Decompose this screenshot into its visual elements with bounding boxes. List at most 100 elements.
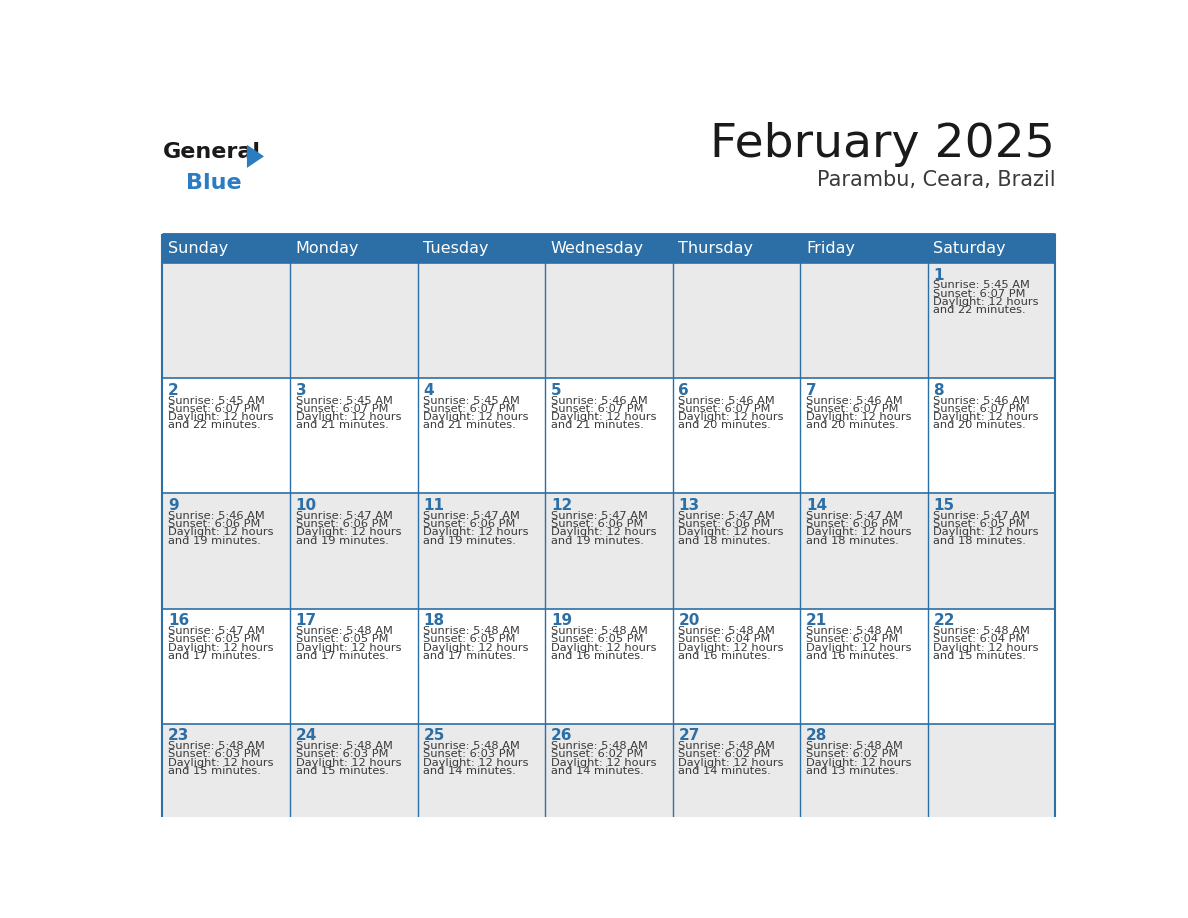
Text: and 18 minutes.: and 18 minutes. <box>934 536 1026 545</box>
Text: 16: 16 <box>169 613 189 628</box>
Bar <box>928 263 1055 378</box>
Text: Sunset: 6:06 PM: Sunset: 6:06 PM <box>296 519 388 529</box>
Text: Daylight: 12 hours: Daylight: 12 hours <box>423 757 529 767</box>
Text: Daylight: 12 hours: Daylight: 12 hours <box>169 412 273 422</box>
Text: Daylight: 12 hours: Daylight: 12 hours <box>934 643 1040 653</box>
Text: Sunset: 6:02 PM: Sunset: 6:02 PM <box>678 749 771 759</box>
Text: and 16 minutes.: and 16 minutes. <box>551 651 644 661</box>
Bar <box>672 723 801 839</box>
Text: Daylight: 12 hours: Daylight: 12 hours <box>805 643 911 653</box>
Text: Daylight: 12 hours: Daylight: 12 hours <box>551 412 656 422</box>
Bar <box>163 723 290 839</box>
Text: and 13 minutes.: and 13 minutes. <box>805 766 899 776</box>
Text: Blue: Blue <box>185 174 241 194</box>
Text: Sunset: 6:04 PM: Sunset: 6:04 PM <box>805 634 898 644</box>
Text: and 21 minutes.: and 21 minutes. <box>423 420 516 431</box>
Text: Daylight: 12 hours: Daylight: 12 hours <box>296 643 402 653</box>
Text: Sunrise: 5:48 AM: Sunrise: 5:48 AM <box>423 741 520 751</box>
Text: Daylight: 12 hours: Daylight: 12 hours <box>169 643 273 653</box>
Text: and 14 minutes.: and 14 minutes. <box>551 766 644 776</box>
Text: and 16 minutes.: and 16 minutes. <box>678 651 771 661</box>
Bar <box>417 723 545 839</box>
Text: Sunrise: 5:48 AM: Sunrise: 5:48 AM <box>551 741 647 751</box>
Bar <box>290 609 417 723</box>
Text: 17: 17 <box>296 613 317 628</box>
Bar <box>801 493 928 609</box>
Text: Wednesday: Wednesday <box>551 241 644 256</box>
Text: Sunrise: 5:48 AM: Sunrise: 5:48 AM <box>934 626 1030 636</box>
Text: 26: 26 <box>551 728 573 744</box>
Text: and 16 minutes.: and 16 minutes. <box>805 651 898 661</box>
Text: and 19 minutes.: and 19 minutes. <box>296 536 388 545</box>
Text: Sunrise: 5:47 AM: Sunrise: 5:47 AM <box>296 510 392 521</box>
Text: 10: 10 <box>296 498 317 513</box>
Text: 4: 4 <box>423 383 434 397</box>
Bar <box>545 263 672 378</box>
Text: 14: 14 <box>805 498 827 513</box>
Text: Sunset: 6:02 PM: Sunset: 6:02 PM <box>805 749 898 759</box>
Text: Daylight: 12 hours: Daylight: 12 hours <box>551 527 656 537</box>
Text: Daylight: 12 hours: Daylight: 12 hours <box>934 412 1040 422</box>
Text: Sunset: 6:07 PM: Sunset: 6:07 PM <box>551 404 644 414</box>
Text: and 19 minutes.: and 19 minutes. <box>551 536 644 545</box>
Text: Sunset: 6:05 PM: Sunset: 6:05 PM <box>296 634 388 644</box>
Text: Sunrise: 5:47 AM: Sunrise: 5:47 AM <box>678 510 776 521</box>
Bar <box>672 493 801 609</box>
Bar <box>928 609 1055 723</box>
Text: Sunrise: 5:48 AM: Sunrise: 5:48 AM <box>296 626 392 636</box>
Text: Parambu, Ceara, Brazil: Parambu, Ceara, Brazil <box>816 170 1055 190</box>
Bar <box>417 609 545 723</box>
Text: Sunrise: 5:48 AM: Sunrise: 5:48 AM <box>805 741 903 751</box>
Text: Saturday: Saturday <box>934 241 1006 256</box>
Text: 19: 19 <box>551 613 571 628</box>
Text: and 19 minutes.: and 19 minutes. <box>169 536 261 545</box>
Text: Sunrise: 5:46 AM: Sunrise: 5:46 AM <box>678 396 775 406</box>
Bar <box>672 609 801 723</box>
Bar <box>928 723 1055 839</box>
Text: Sunrise: 5:47 AM: Sunrise: 5:47 AM <box>169 626 265 636</box>
Text: and 20 minutes.: and 20 minutes. <box>805 420 898 431</box>
Text: Sunset: 6:06 PM: Sunset: 6:06 PM <box>551 519 643 529</box>
Text: Daylight: 12 hours: Daylight: 12 hours <box>423 412 529 422</box>
Text: 8: 8 <box>934 383 944 397</box>
Text: and 15 minutes.: and 15 minutes. <box>296 766 388 776</box>
Text: 18: 18 <box>423 613 444 628</box>
Text: 12: 12 <box>551 498 573 513</box>
Text: Sunset: 6:03 PM: Sunset: 6:03 PM <box>423 749 516 759</box>
Text: Sunset: 6:05 PM: Sunset: 6:05 PM <box>551 634 644 644</box>
Text: General: General <box>163 142 260 162</box>
Text: 5: 5 <box>551 383 562 397</box>
Text: Sunrise: 5:47 AM: Sunrise: 5:47 AM <box>423 510 520 521</box>
Bar <box>163 378 290 493</box>
Text: and 22 minutes.: and 22 minutes. <box>169 420 261 431</box>
Text: Sunset: 6:07 PM: Sunset: 6:07 PM <box>296 404 388 414</box>
Bar <box>417 378 545 493</box>
Text: and 18 minutes.: and 18 minutes. <box>678 536 771 545</box>
Text: Sunset: 6:07 PM: Sunset: 6:07 PM <box>934 288 1026 298</box>
Text: Sunrise: 5:48 AM: Sunrise: 5:48 AM <box>678 741 776 751</box>
Text: Sunset: 6:03 PM: Sunset: 6:03 PM <box>169 749 260 759</box>
Bar <box>928 493 1055 609</box>
Text: Daylight: 12 hours: Daylight: 12 hours <box>296 757 402 767</box>
Text: 6: 6 <box>678 383 689 397</box>
Text: Daylight: 12 hours: Daylight: 12 hours <box>423 643 529 653</box>
Text: Sunset: 6:06 PM: Sunset: 6:06 PM <box>678 519 771 529</box>
Text: Sunset: 6:07 PM: Sunset: 6:07 PM <box>423 404 516 414</box>
Text: and 21 minutes.: and 21 minutes. <box>551 420 644 431</box>
Text: Monday: Monday <box>296 241 359 256</box>
Bar <box>417 263 545 378</box>
Text: Sunrise: 5:45 AM: Sunrise: 5:45 AM <box>296 396 392 406</box>
Bar <box>928 378 1055 493</box>
Text: and 22 minutes.: and 22 minutes. <box>934 306 1026 315</box>
Text: 24: 24 <box>296 728 317 744</box>
Text: Tuesday: Tuesday <box>423 241 488 256</box>
Text: 25: 25 <box>423 728 444 744</box>
Text: Sunset: 6:05 PM: Sunset: 6:05 PM <box>169 634 260 644</box>
Bar <box>163 235 1055 263</box>
Text: Daylight: 12 hours: Daylight: 12 hours <box>805 757 911 767</box>
Text: Sunrise: 5:47 AM: Sunrise: 5:47 AM <box>551 510 647 521</box>
Text: Sunrise: 5:45 AM: Sunrise: 5:45 AM <box>423 396 520 406</box>
Bar <box>163 493 290 609</box>
Text: Sunset: 6:07 PM: Sunset: 6:07 PM <box>678 404 771 414</box>
Text: Sunset: 6:05 PM: Sunset: 6:05 PM <box>423 634 516 644</box>
